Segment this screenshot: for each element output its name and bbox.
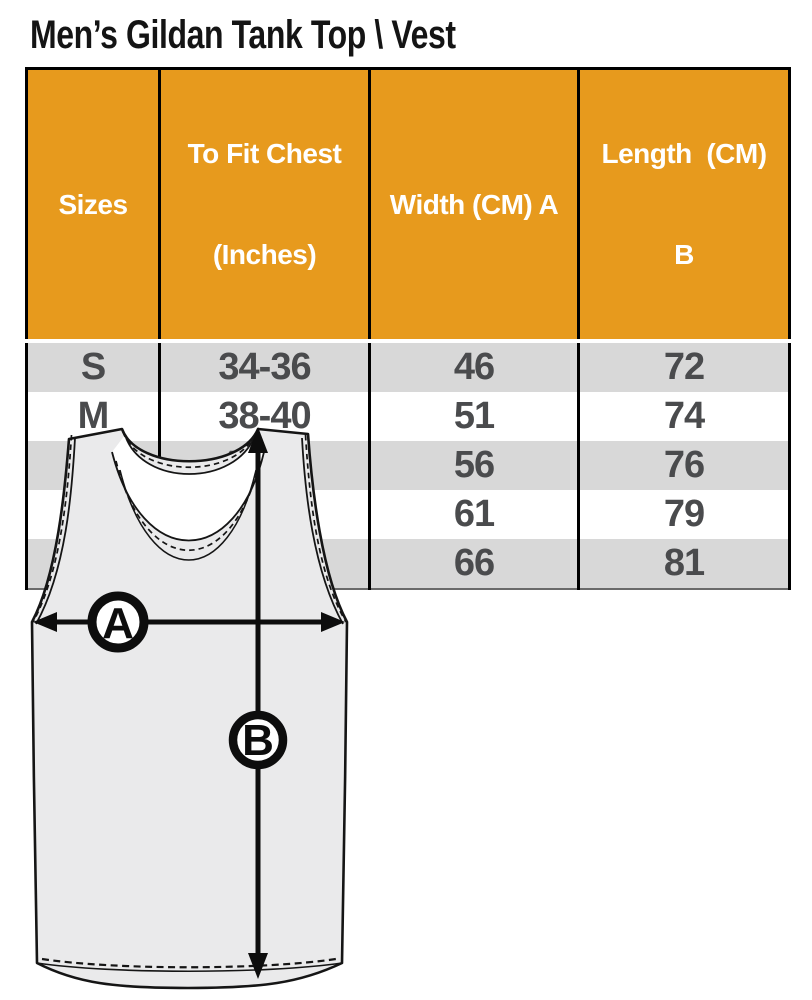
neckband-inner-edge (124, 434, 256, 475)
width-marker-label: A (102, 599, 134, 648)
size-cell: S (25, 340, 161, 392)
length-arrow (248, 427, 268, 979)
tank-outline (30, 427, 349, 990)
header-line: Length (CM) (601, 138, 767, 170)
length-cell: 72 (577, 340, 791, 392)
right-armhole-stitch-line (304, 434, 347, 623)
table-row: S 34-36 46 72 (25, 340, 791, 392)
column-header-chest: To Fit Chest (Inches) (158, 66, 371, 343)
chest-cell: 34-36 (158, 340, 371, 392)
length-cell: 74 (577, 391, 791, 441)
column-header-width: Width (CM) A (368, 66, 580, 343)
length-cell: 81 (577, 538, 791, 590)
length-cell: 79 (577, 489, 791, 539)
right-armhole-inner-edge (301, 437, 344, 625)
header-line: Width (CM) A (389, 188, 559, 220)
width-cell: 56 (368, 440, 580, 490)
size-chart-table: Sizes To Fit Chest (Inches) Width (CM) A… (25, 66, 791, 590)
left-armhole-inner-edge (35, 437, 76, 625)
neck-opening (112, 435, 264, 541)
header-line: To Fit Chest (187, 138, 342, 170)
size-cell: M (25, 391, 161, 441)
length-marker-label: B (242, 716, 274, 765)
width-cell: 51 (368, 391, 580, 441)
page-title: Men’s Gildan Tank Top \ Vest (30, 13, 456, 57)
length-marker-badge: B (228, 710, 288, 770)
column-header-length: Length (CM) B (577, 66, 791, 343)
header-line: Sizes (58, 188, 128, 220)
width-cell: 66 (368, 538, 580, 590)
hem-inner-edge (36, 962, 343, 973)
length-marker-circle (228, 710, 288, 770)
width-marker-badge: A (87, 591, 149, 653)
header-line: B (674, 238, 694, 270)
header-line: (Inches) (212, 238, 317, 270)
header-row: Sizes To Fit Chest (Inches) Width (CM) A… (25, 66, 791, 343)
front-neckline-inner-edge (119, 469, 257, 561)
left-armhole-stitch-line (32, 434, 73, 623)
neckband-stitch-line (122, 431, 257, 468)
width-marker-circle (87, 591, 149, 653)
width-cell: 61 (368, 489, 580, 539)
width-cell: 46 (368, 340, 580, 392)
column-header-sizes: Sizes (25, 66, 161, 343)
length-cell: 76 (577, 440, 791, 490)
